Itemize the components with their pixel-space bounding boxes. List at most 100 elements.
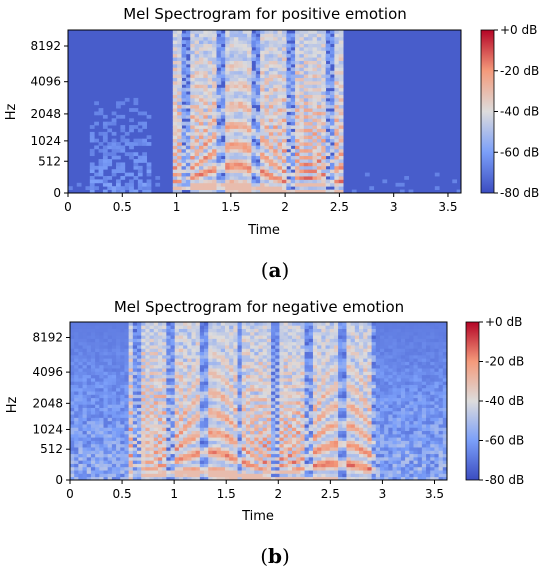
spectrogram-cell bbox=[179, 332, 184, 336]
spectrogram-cell bbox=[208, 368, 213, 372]
spectrogram-cell bbox=[278, 67, 283, 71]
spectrogram-cell bbox=[334, 159, 339, 163]
spectrogram-cell bbox=[321, 345, 326, 349]
spectrogram-cell bbox=[304, 169, 309, 173]
spectrogram-cell bbox=[175, 447, 180, 451]
spectrogram-cell bbox=[229, 441, 234, 445]
spectrogram-cell bbox=[234, 101, 239, 105]
spectrogram-cell bbox=[282, 186, 287, 190]
spectrogram-cell bbox=[186, 40, 191, 44]
spectrogram-cell bbox=[321, 381, 326, 385]
spectrogram-cell bbox=[186, 179, 191, 183]
spectrogram-cell bbox=[282, 78, 287, 82]
spectrogram-cell bbox=[216, 95, 221, 99]
spectrogram-cell bbox=[271, 362, 276, 366]
spectrogram-cell bbox=[321, 322, 326, 326]
spectrogram-cell bbox=[295, 37, 300, 41]
spectrogram-cell bbox=[108, 378, 113, 382]
spectrogram-cell bbox=[279, 358, 284, 362]
spectrogram-cell bbox=[295, 47, 300, 51]
spectrogram-cell bbox=[87, 470, 92, 474]
spectrogram-cell bbox=[190, 78, 195, 82]
spectrogram-cell bbox=[150, 388, 155, 392]
spectrogram-cell bbox=[288, 362, 293, 366]
spectrogram-cell bbox=[334, 166, 339, 170]
spectrogram-cell bbox=[171, 335, 176, 339]
spectrogram-cell bbox=[284, 460, 289, 464]
spectrogram-cell bbox=[173, 112, 178, 116]
spectrogram-cell bbox=[182, 88, 187, 92]
spectrogram-cell bbox=[273, 64, 278, 68]
spectrogram-cell bbox=[104, 322, 109, 326]
spectrogram-cell bbox=[250, 460, 255, 464]
spectrogram-cell bbox=[282, 173, 287, 177]
spectrogram-cell bbox=[83, 332, 88, 336]
spectrogram-cell bbox=[267, 441, 272, 445]
spectrogram-cell bbox=[221, 358, 226, 362]
spectrogram-cell bbox=[99, 112, 104, 116]
spectrogram-cell bbox=[177, 84, 182, 88]
spectrogram-cell bbox=[99, 355, 104, 359]
spectrogram-cell bbox=[247, 91, 252, 95]
spectrogram-cell bbox=[221, 447, 226, 451]
spectrogram-cell bbox=[259, 411, 264, 415]
spectrogram-cell bbox=[326, 450, 331, 454]
spectrogram-cell bbox=[321, 108, 326, 112]
spectrogram-cell bbox=[95, 473, 100, 477]
spectrogram-cell bbox=[150, 348, 155, 352]
spectrogram-cell bbox=[269, 156, 274, 160]
spectrogram-cell bbox=[216, 169, 221, 173]
spectrogram-cell bbox=[199, 173, 204, 177]
spectrogram-cell bbox=[265, 145, 270, 149]
spectrogram-cell bbox=[99, 441, 104, 445]
spectrogram-cell bbox=[221, 414, 226, 418]
spectrogram-cell bbox=[182, 173, 187, 177]
spectrogram-cell bbox=[286, 183, 291, 187]
spectrogram-cell bbox=[95, 378, 100, 382]
spectrogram-cell bbox=[141, 348, 146, 352]
spectrogram-cell bbox=[99, 365, 104, 369]
spectrogram-cell bbox=[265, 30, 270, 34]
spectrogram-cell bbox=[166, 365, 171, 369]
spectrogram-cell bbox=[162, 398, 167, 402]
spectrogram-cell bbox=[286, 105, 291, 109]
spectrogram-cell bbox=[317, 176, 322, 180]
spectrogram-cell bbox=[99, 467, 104, 471]
spectrogram-cell bbox=[221, 88, 226, 92]
spectrogram-cell bbox=[203, 84, 208, 88]
spectrogram-cell bbox=[141, 444, 146, 448]
spectrogram-cell bbox=[247, 186, 252, 190]
spectrogram-cell bbox=[326, 355, 331, 359]
spectrogram-cell bbox=[259, 355, 264, 359]
spectrogram-cell bbox=[217, 467, 222, 471]
spectrogram-cell bbox=[171, 385, 176, 389]
spectrogram-cell bbox=[334, 142, 339, 146]
spectrogram-cell bbox=[271, 424, 276, 428]
spectrogram-cell bbox=[190, 118, 195, 122]
spectrogram-cell bbox=[265, 125, 270, 129]
spectrogram-cell bbox=[313, 64, 318, 68]
spectrogram-cell bbox=[247, 71, 252, 75]
spectrogram-cell bbox=[339, 112, 344, 116]
spectrogram-cell bbox=[330, 47, 335, 51]
spectrogram-cell bbox=[330, 101, 335, 105]
spectrogram-cell bbox=[125, 186, 130, 190]
spectrogram-cell bbox=[317, 398, 322, 402]
spectrogram-cell bbox=[234, 67, 239, 71]
spectrogram-cell bbox=[212, 173, 217, 177]
spectrogram-cell bbox=[225, 362, 230, 366]
spectrogram-cell bbox=[247, 139, 252, 143]
spectrogram-cell bbox=[286, 118, 291, 122]
spectrogram-cell bbox=[74, 454, 79, 458]
spectrogram-cell bbox=[265, 54, 270, 58]
spectrogram-cell bbox=[94, 101, 99, 105]
spectrogram-cell bbox=[317, 385, 322, 389]
spectrogram-cell bbox=[129, 470, 134, 474]
spectrogram-cell bbox=[326, 64, 331, 68]
spectrogram-cell bbox=[99, 437, 104, 441]
spectrogram-cell bbox=[78, 431, 83, 435]
spectrogram-cell bbox=[175, 335, 180, 339]
spectrogram-cell bbox=[326, 132, 331, 136]
spectrogram-cell bbox=[216, 37, 221, 41]
spectrogram-cell bbox=[216, 64, 221, 68]
